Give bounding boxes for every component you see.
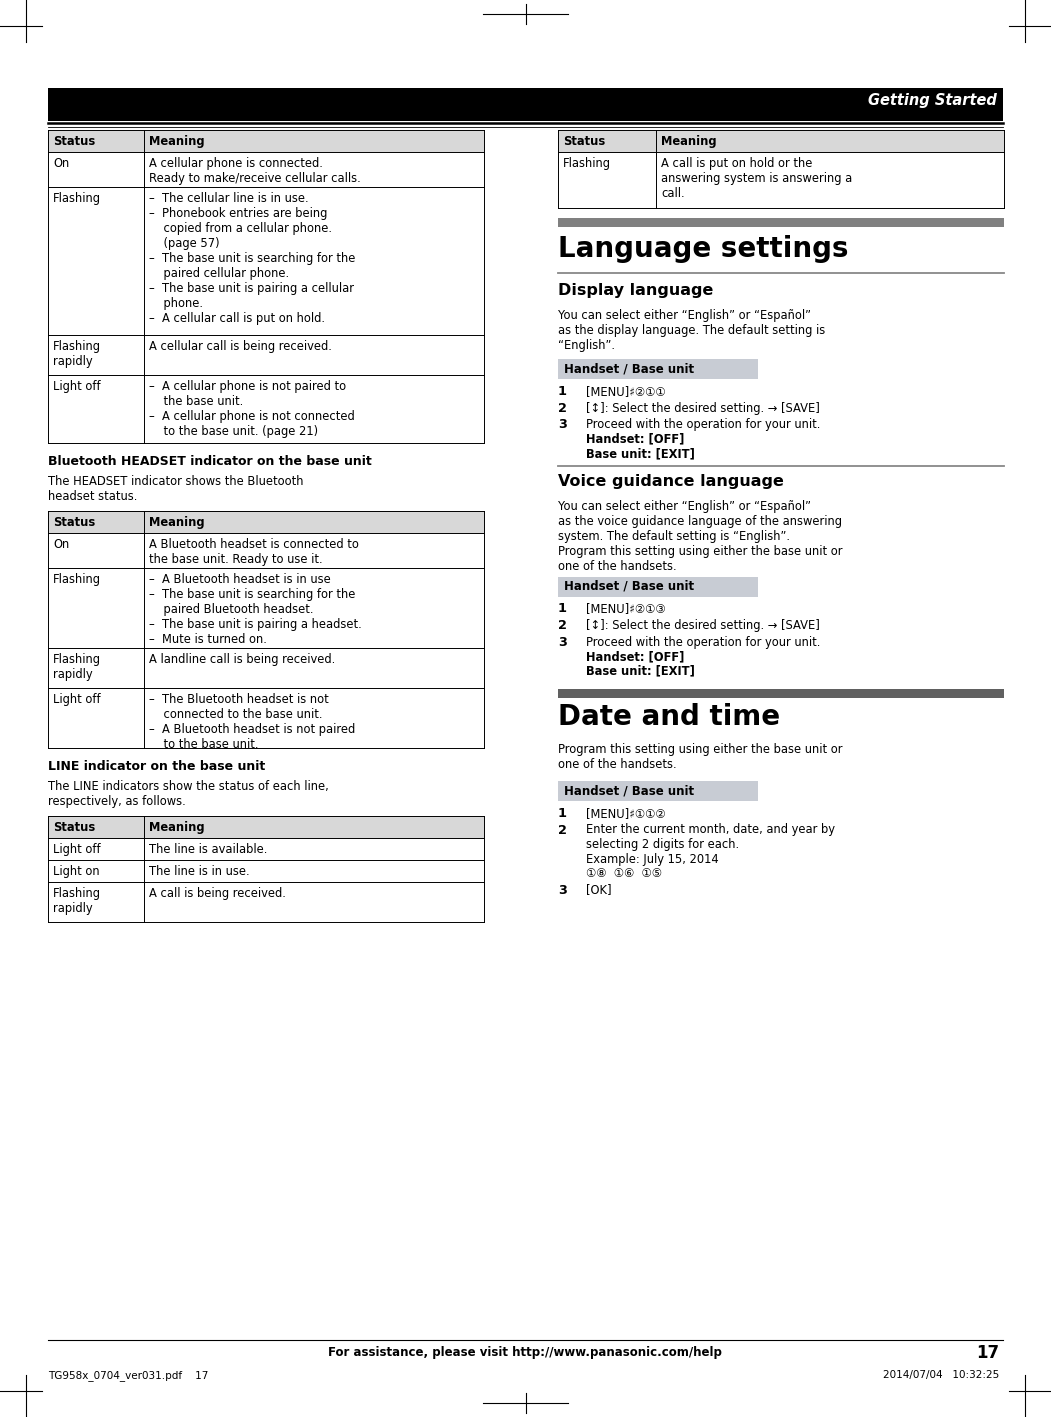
Text: TG958x_0704_ver031.pdf    17: TG958x_0704_ver031.pdf 17 <box>48 1370 208 1382</box>
Text: [MENU]♯①①②: [MENU]♯①①② <box>586 808 665 820</box>
Text: A landline call is being received.: A landline call is being received. <box>149 653 335 666</box>
Text: Status: Status <box>563 135 605 147</box>
Text: [MENU]♯②①③: [MENU]♯②①③ <box>586 602 665 615</box>
Text: Meaning: Meaning <box>149 516 205 529</box>
Text: You can select either “English” or “Español”
as the display language. The defaul: You can select either “English” or “Espa… <box>558 309 825 351</box>
Text: Light on: Light on <box>53 864 100 879</box>
Text: Flashing
rapidly: Flashing rapidly <box>53 887 101 915</box>
Text: 1: 1 <box>558 602 566 615</box>
Text: Handset / Base unit: Handset / Base unit <box>564 580 694 592</box>
Text: –  A cellular phone is not paired to
    the base unit.
–  A cellular phone is n: – A cellular phone is not paired to the … <box>149 380 354 438</box>
Text: Flashing
rapidly: Flashing rapidly <box>53 653 101 682</box>
Text: Flashing: Flashing <box>53 191 101 205</box>
Text: Flashing
rapidly: Flashing rapidly <box>53 340 101 368</box>
Text: Flashing: Flashing <box>563 157 611 170</box>
Text: selecting 2 digits for each.: selecting 2 digits for each. <box>586 837 739 852</box>
Text: Status: Status <box>53 820 96 835</box>
Text: Bluetooth HEADSET indicator on the base unit: Bluetooth HEADSET indicator on the base … <box>48 455 372 468</box>
Text: Voice guidance language: Voice guidance language <box>558 473 784 489</box>
Text: Meaning: Meaning <box>661 135 717 147</box>
Text: [↕]: Select the desired setting. → [SAVE]: [↕]: Select the desired setting. → [SAVE… <box>586 401 820 415</box>
Text: –  The Bluetooth headset is not
    connected to the base unit.
–  A Bluetooth h: – The Bluetooth headset is not connected… <box>149 693 355 751</box>
Text: On: On <box>53 157 69 170</box>
Text: On: On <box>53 538 69 551</box>
Text: 2: 2 <box>558 619 566 632</box>
Text: Program this setting using either the base unit or
one of the handsets.: Program this setting using either the ba… <box>558 743 843 771</box>
Text: A call is being received.: A call is being received. <box>149 887 286 900</box>
Text: Light off: Light off <box>53 380 101 393</box>
Text: 1: 1 <box>558 808 566 820</box>
Text: Base unit: [EXIT]: Base unit: [EXIT] <box>586 446 695 461</box>
Text: A cellular phone is connected.
Ready to make/receive cellular calls.: A cellular phone is connected. Ready to … <box>149 157 360 186</box>
Text: Status: Status <box>53 516 96 529</box>
Text: 2: 2 <box>558 401 566 415</box>
Text: The line is in use.: The line is in use. <box>149 864 249 879</box>
Text: Display language: Display language <box>558 283 714 298</box>
Text: ①⑧  ①⑥  ①⑤: ①⑧ ①⑥ ①⑤ <box>586 867 662 880</box>
Text: Getting Started: Getting Started <box>868 94 997 108</box>
Text: Meaning: Meaning <box>149 820 205 835</box>
Text: The LINE indicators show the status of each line,
respectively, as follows.: The LINE indicators show the status of e… <box>48 779 329 808</box>
Text: 3: 3 <box>558 418 566 431</box>
Text: [MENU]♯②①①: [MENU]♯②①① <box>586 385 665 398</box>
Text: You can select either “English” or “Español”
as the voice guidance language of t: You can select either “English” or “Espa… <box>558 500 843 572</box>
Text: Light off: Light off <box>53 693 101 706</box>
Text: The HEADSET indicator shows the Bluetooth
headset status.: The HEADSET indicator shows the Bluetoot… <box>48 475 304 503</box>
Text: 3: 3 <box>558 635 566 649</box>
Text: Handset / Base unit: Handset / Base unit <box>564 361 694 376</box>
Text: Date and time: Date and time <box>558 703 780 731</box>
Text: Status: Status <box>53 135 96 147</box>
Text: Handset / Base unit: Handset / Base unit <box>564 784 694 796</box>
Text: Meaning: Meaning <box>149 135 205 147</box>
Text: Language settings: Language settings <box>558 235 848 264</box>
Text: 3: 3 <box>558 884 566 897</box>
Text: Proceed with the operation for your unit.: Proceed with the operation for your unit… <box>586 418 821 431</box>
Text: Base unit: [EXIT]: Base unit: [EXIT] <box>586 665 695 677</box>
Text: 1: 1 <box>558 385 566 398</box>
Text: LINE indicator on the base unit: LINE indicator on the base unit <box>48 760 265 774</box>
Text: Enter the current month, date, and year by: Enter the current month, date, and year … <box>586 823 834 836</box>
Text: –  A Bluetooth headset is in use
–  The base unit is searching for the
    paire: – A Bluetooth headset is in use – The ba… <box>149 572 362 646</box>
Text: A Bluetooth headset is connected to
the base unit. Ready to use it.: A Bluetooth headset is connected to the … <box>149 538 358 565</box>
Text: [OK]: [OK] <box>586 884 612 897</box>
Text: 2014/07/04   10:32:25: 2014/07/04 10:32:25 <box>883 1370 1000 1380</box>
Text: Light off: Light off <box>53 843 101 856</box>
Text: 17: 17 <box>976 1343 1000 1362</box>
Text: Flashing: Flashing <box>53 572 101 587</box>
Text: [↕]: Select the desired setting. → [SAVE]: [↕]: Select the desired setting. → [SAVE… <box>586 619 820 632</box>
Text: A call is put on hold or the
answering system is answering a
call.: A call is put on hold or the answering s… <box>661 157 852 200</box>
Text: A cellular call is being received.: A cellular call is being received. <box>149 340 332 353</box>
Text: The line is available.: The line is available. <box>149 843 267 856</box>
Text: 2: 2 <box>558 823 566 836</box>
Text: Example: July 15, 2014: Example: July 15, 2014 <box>586 853 719 866</box>
Text: For assistance, please visit http://www.panasonic.com/help: For assistance, please visit http://www.… <box>328 1346 722 1359</box>
Text: Handset: [OFF]: Handset: [OFF] <box>586 650 684 663</box>
Text: Proceed with the operation for your unit.: Proceed with the operation for your unit… <box>586 635 821 649</box>
Text: –  The cellular line is in use.
–  Phonebook entries are being
    copied from a: – The cellular line is in use. – Phonebo… <box>149 191 355 324</box>
Text: Handset: [OFF]: Handset: [OFF] <box>586 432 684 445</box>
